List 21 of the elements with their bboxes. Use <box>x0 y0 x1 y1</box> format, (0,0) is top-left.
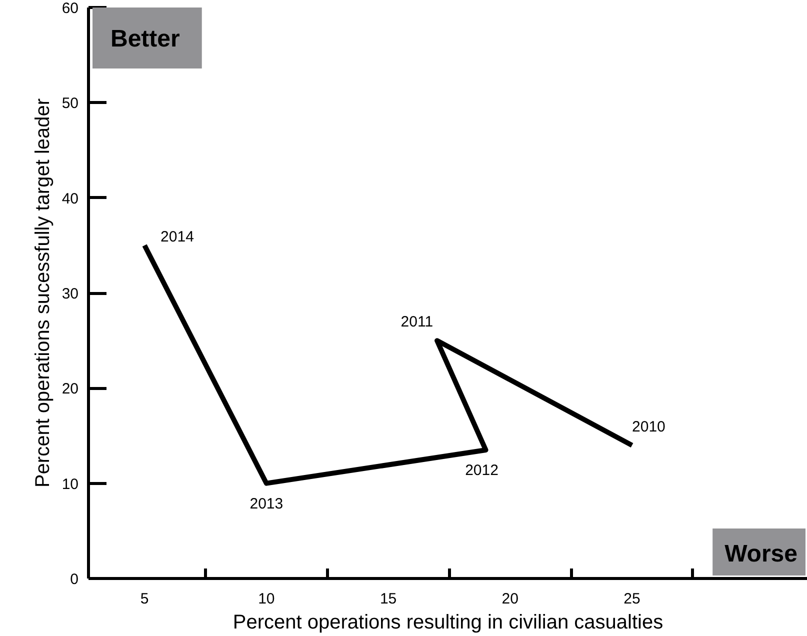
y-tick-label: 50 <box>62 95 79 112</box>
annotation: 2013 <box>250 495 284 512</box>
annotation: Better <box>110 26 180 52</box>
y-tick-label: 10 <box>62 476 79 493</box>
x-tick-label: 20 <box>502 590 518 608</box>
y-axis-title: Percent operations sucessfully target leader <box>32 98 54 488</box>
y-tick-label: 20 <box>62 380 79 398</box>
annotation: 2014 <box>160 228 194 246</box>
x-tick-label: 25 <box>624 590 640 608</box>
annotation: Worse <box>724 540 798 568</box>
annotation: 2011 <box>400 314 434 331</box>
x-tick-label: 15 <box>380 590 397 608</box>
y-tick-label: 30 <box>62 286 79 302</box>
x-tick-label: 10 <box>258 590 275 608</box>
annotation: 2010 <box>632 418 666 436</box>
annotation: 2012 <box>465 462 498 480</box>
x-axis-title: Percent operations resulting in civilian casualties <box>232 612 664 634</box>
y-tick-label: 60 <box>62 0 79 17</box>
y-tick-label: 0 <box>70 571 78 588</box>
x-tick-label: 5 <box>140 590 149 608</box>
y-tick-label: 40 <box>62 190 79 208</box>
